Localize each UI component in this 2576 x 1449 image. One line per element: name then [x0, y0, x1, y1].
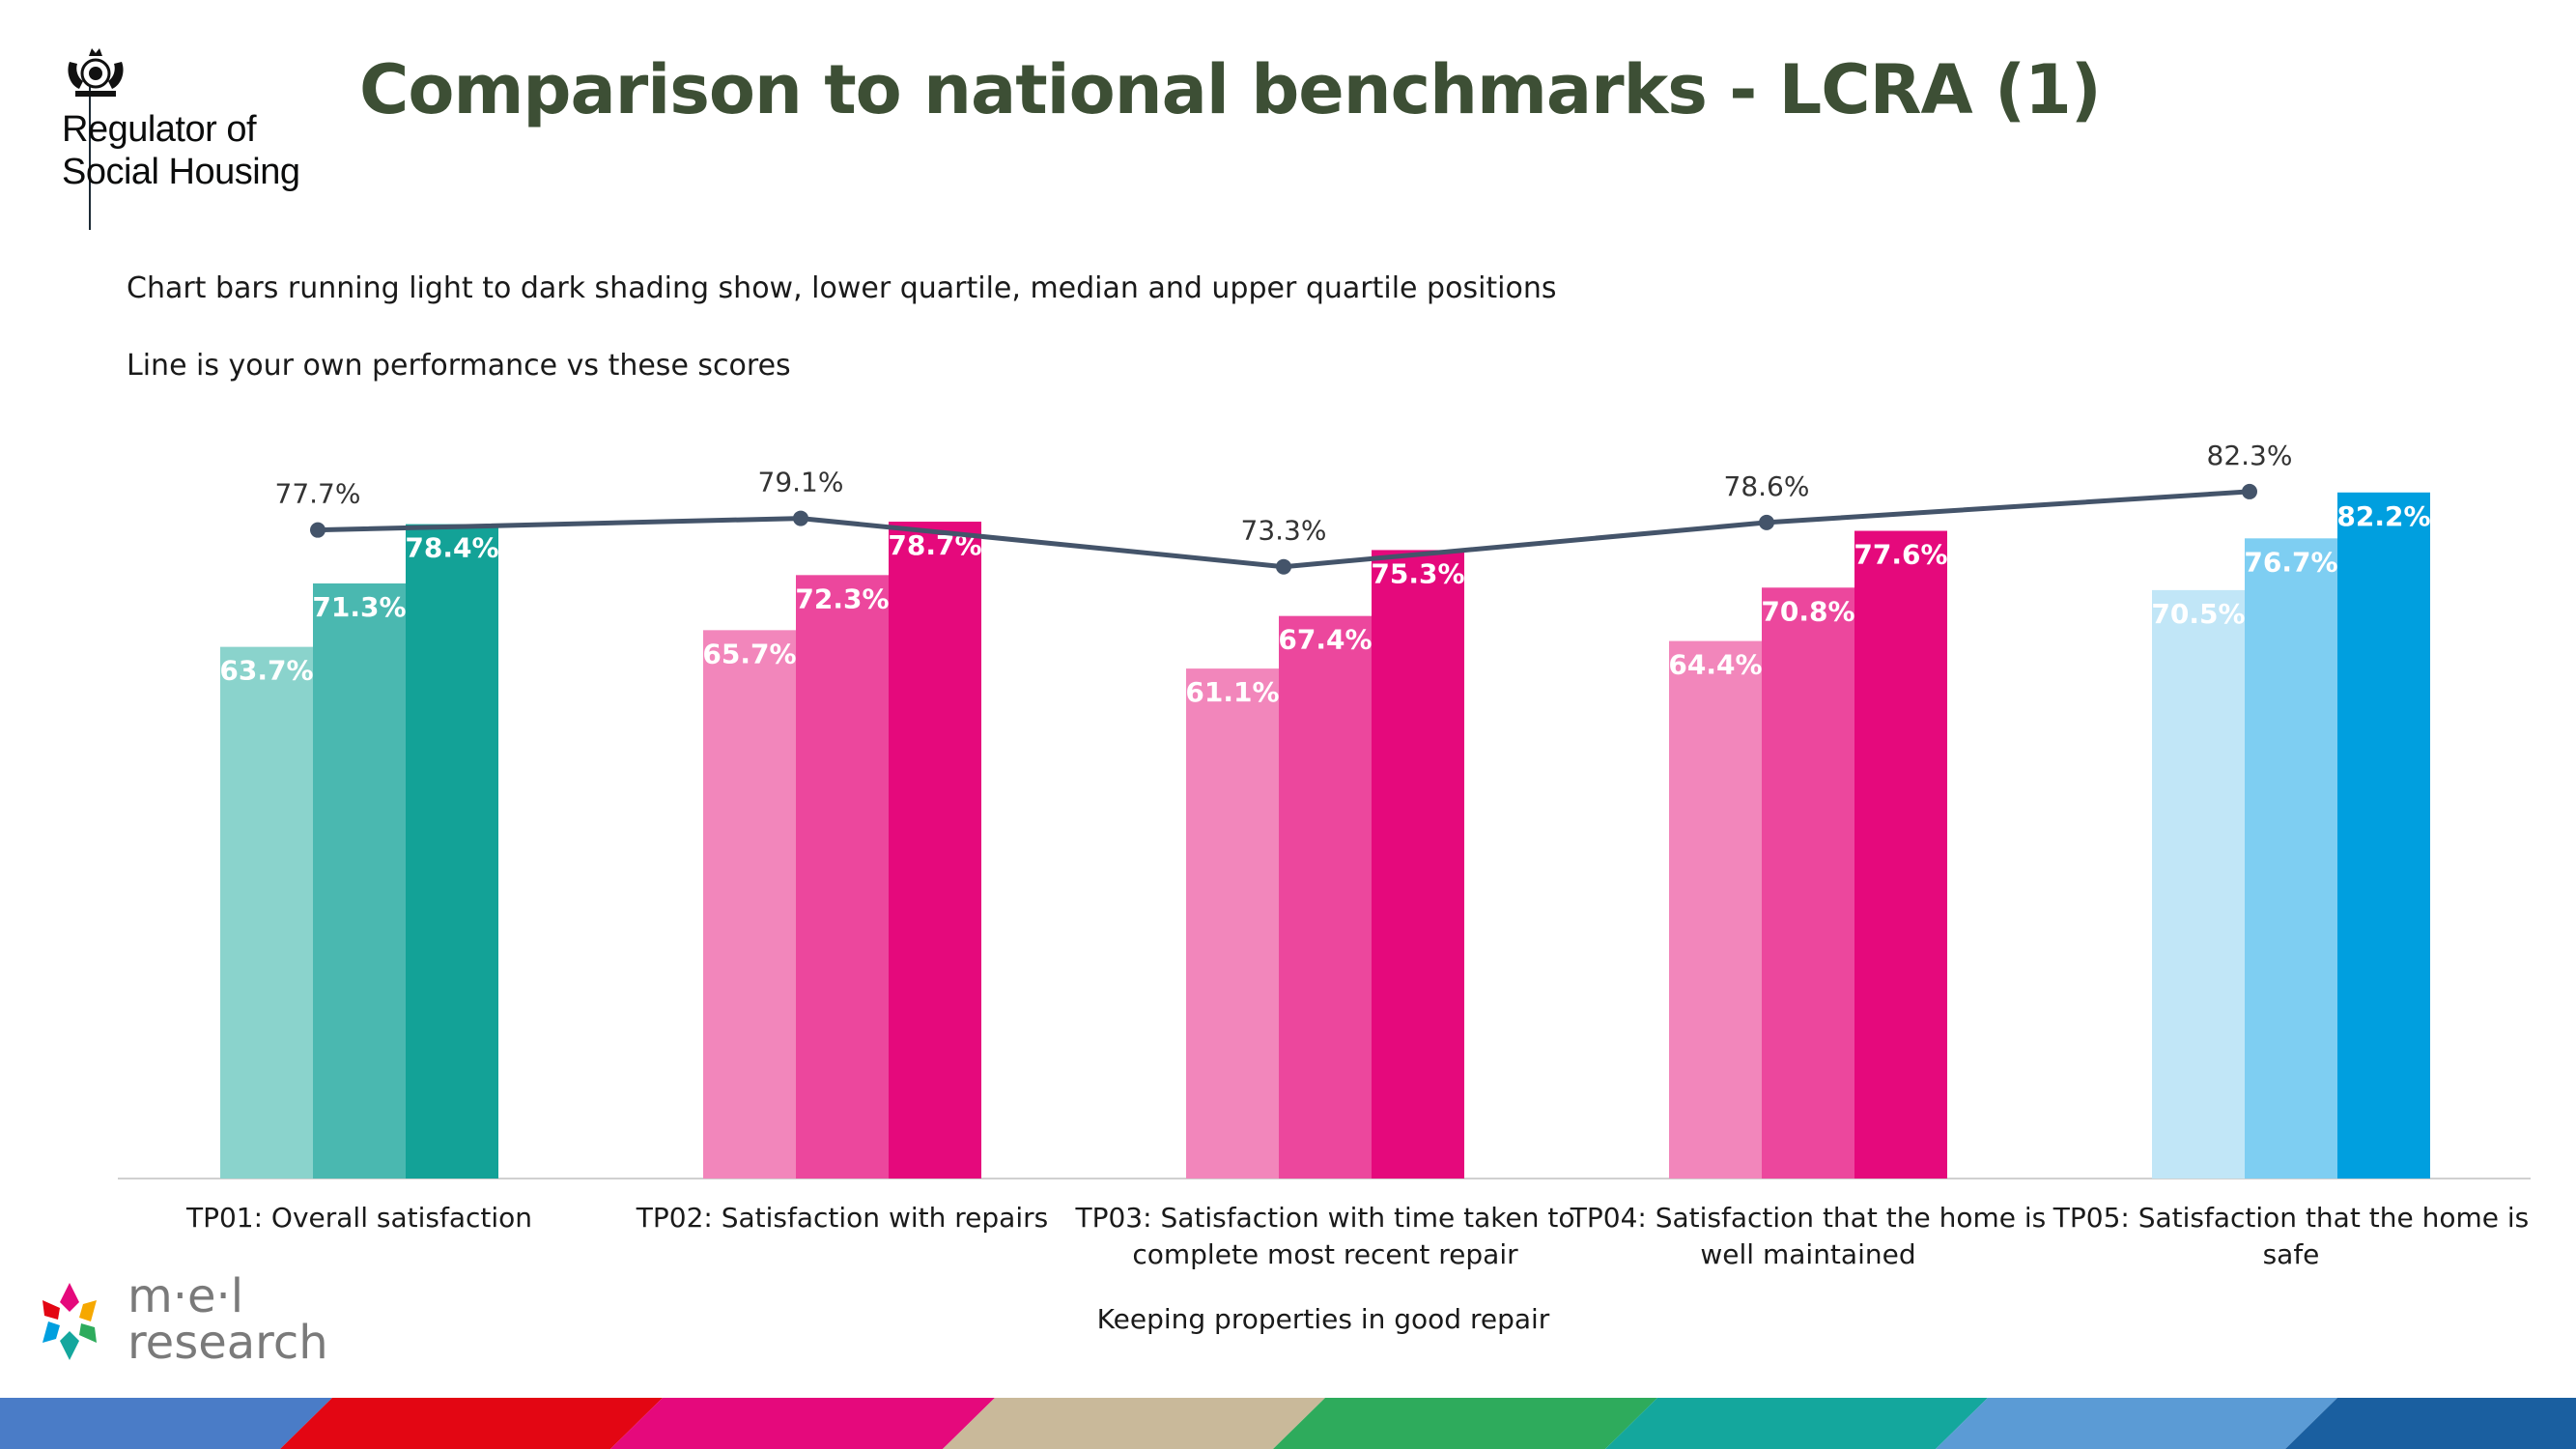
page-title: Comparison to national benchmarks - LCRA…	[359, 50, 2102, 129]
footer-colour-stripe	[0, 1398, 2576, 1449]
benchmark-chart: 63.7% 71.3% 78.4% TP01: Overall satisfactio…	[118, 440, 2531, 1335]
bar	[796, 575, 889, 1179]
bar	[220, 646, 313, 1179]
x-tick-label: TP02: Satisfaction with repairs	[636, 1202, 1048, 1234]
bar	[1186, 668, 1279, 1179]
bar	[2152, 589, 2245, 1179]
bar	[1854, 530, 1947, 1179]
performance-data-label: 79.1%	[758, 467, 844, 498]
bar	[313, 582, 406, 1179]
bar	[1372, 550, 1464, 1179]
bar	[1279, 615, 1372, 1179]
bar	[703, 630, 796, 1179]
x-tick-label: TP05: Satisfaction that the home is	[2052, 1202, 2529, 1234]
bar	[1669, 640, 1762, 1179]
performance-point	[2242, 483, 2257, 499]
performance-point	[793, 510, 808, 526]
bar-data-label: 64.4%	[1668, 649, 1762, 681]
bar-data-label: 63.7%	[219, 655, 313, 687]
bar-data-label: 67.4%	[1278, 624, 1372, 656]
bar-data-label: 70.8%	[1761, 595, 1854, 627]
x-tick-label: TP04: Satisfaction that the home is	[1570, 1202, 2046, 1234]
chart-note-line: Line is your own performance vs these sc…	[127, 349, 791, 383]
performance-data-label: 82.3%	[2207, 440, 2293, 471]
org-name-line-1: Regulator of	[62, 109, 257, 150]
bar-data-label: 82.2%	[2336, 500, 2430, 532]
logo-divider	[89, 87, 91, 230]
organisation-name: Regulator of Social Housing	[62, 108, 300, 193]
x-axis-title: Keeping properties in good repair	[1097, 1303, 1550, 1335]
x-tick-label: safe	[2263, 1238, 2320, 1270]
bar-data-label: 65.7%	[702, 638, 796, 669]
bar	[406, 524, 498, 1179]
x-tick-label: well maintained	[1700, 1238, 1915, 1270]
mel-brand-line-1: m·e·l	[127, 1269, 244, 1323]
performance-point	[1759, 514, 1774, 530]
bar-data-label: 76.7%	[2244, 546, 2337, 578]
performance-data-label: 78.6%	[1724, 470, 1810, 502]
bar	[1762, 587, 1854, 1179]
mel-research-logo: m·e·l research	[21, 1273, 330, 1370]
x-tick-label: complete most recent repair	[1132, 1238, 1518, 1270]
performance-data-label: 77.7%	[275, 478, 361, 510]
performance-point	[310, 522, 326, 538]
x-tick-label: TP01: Overall satisfaction	[185, 1202, 532, 1234]
bar-data-label: 72.3%	[795, 582, 889, 614]
mel-brand-line-2: research	[127, 1316, 328, 1370]
bar-data-label: 75.3%	[1371, 557, 1464, 589]
bar-data-label: 77.6%	[1854, 539, 1947, 571]
performance-data-label: 73.3%	[1241, 515, 1327, 547]
bar-data-label: 70.5%	[2151, 598, 2245, 630]
royal-crest-icon	[68, 48, 124, 97]
bar	[2245, 538, 2337, 1179]
x-tick-label: TP03: Satisfaction with time taken to	[1075, 1202, 1575, 1234]
chart-note-shading: Chart bars running light to dark shading…	[127, 271, 1557, 305]
mel-brand-text: m·e·l research	[127, 1273, 328, 1366]
bar	[2337, 492, 2430, 1179]
performance-point	[1276, 558, 1291, 575]
bar-data-label: 78.4%	[405, 532, 498, 564]
bar-data-label: 71.3%	[312, 591, 406, 623]
bar-data-label: 61.1%	[1185, 676, 1279, 708]
org-name-line-2: Social Housing	[62, 152, 300, 192]
bar	[889, 522, 981, 1179]
mel-flower-icon	[42, 1283, 97, 1360]
